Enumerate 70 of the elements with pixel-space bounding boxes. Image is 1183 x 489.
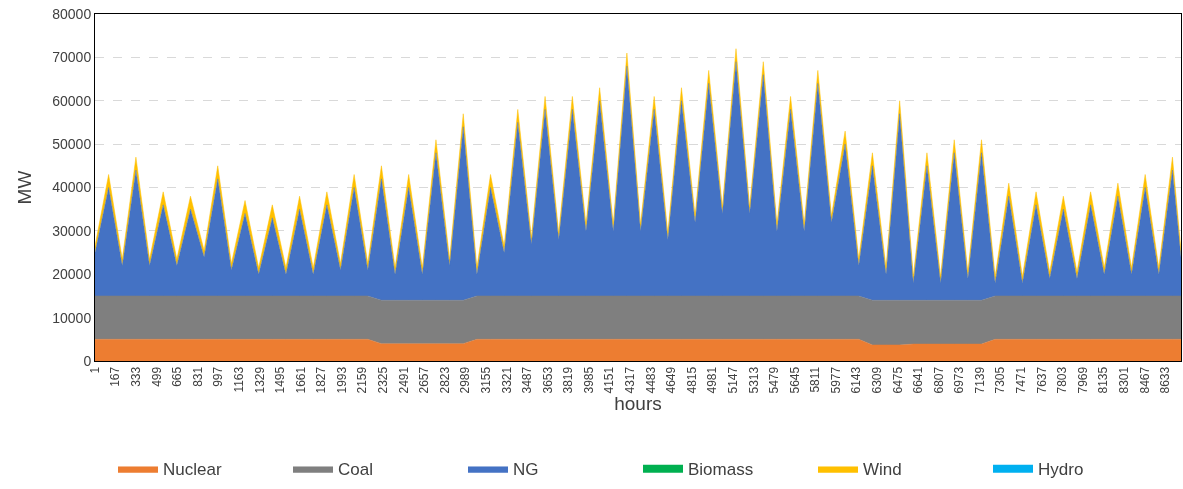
x-tick-label: 1661 bbox=[293, 366, 308, 394]
y-tick-label: 0 bbox=[83, 352, 92, 369]
x-tick-label: 5313 bbox=[746, 366, 761, 394]
x-tick-label: 167 bbox=[108, 366, 123, 387]
x-tick-label: 831 bbox=[190, 366, 205, 387]
x-tick-label: 3653 bbox=[540, 366, 555, 394]
x-tick-label: 4151 bbox=[602, 366, 617, 394]
x-tick-label: 5147 bbox=[725, 366, 740, 394]
legend-label: Hydro bbox=[1038, 460, 1084, 480]
x-tick-label: 1329 bbox=[252, 366, 267, 394]
legend-label: Nuclear bbox=[163, 460, 222, 480]
x-tick-label: 4981 bbox=[705, 366, 720, 394]
legend-label: Coal bbox=[338, 460, 373, 480]
x-tick-label: 3321 bbox=[499, 366, 514, 394]
y-tick-label: 30000 bbox=[52, 222, 92, 239]
x-axis-title: hours bbox=[614, 393, 662, 415]
x-tick-label: 8467 bbox=[1137, 366, 1152, 394]
x-tick-label: 1993 bbox=[334, 366, 349, 394]
x-tick-label: 6807 bbox=[931, 366, 946, 394]
x-tick-label: 5645 bbox=[787, 366, 802, 394]
y-axis-title: MW bbox=[14, 170, 36, 205]
x-tick-label: 7637 bbox=[1034, 366, 1049, 394]
x-tick-label: 333 bbox=[129, 366, 144, 387]
x-tick-label: 7471 bbox=[1014, 366, 1029, 394]
x-tick-label: 4483 bbox=[643, 366, 658, 394]
x-tick-label: 4649 bbox=[664, 366, 679, 394]
x-tick-label: 7803 bbox=[1055, 366, 1070, 394]
x-tick-label: 2491 bbox=[396, 366, 411, 394]
x-tick-label: 2325 bbox=[376, 366, 391, 394]
x-tick-label: 7139 bbox=[972, 366, 987, 394]
x-tick-label: 6309 bbox=[870, 366, 885, 394]
x-tick-label: 6641 bbox=[911, 366, 926, 394]
x-tick-label: 2159 bbox=[355, 366, 370, 394]
x-tick-label: 5811 bbox=[808, 366, 823, 393]
x-tick-label: 8135 bbox=[1096, 366, 1111, 394]
x-tick-label: 2989 bbox=[458, 366, 473, 394]
x-tick-label: 8301 bbox=[1116, 366, 1131, 394]
x-tick-label: 8633 bbox=[1158, 366, 1173, 394]
x-tick-label: 6475 bbox=[890, 366, 905, 394]
y-tick-label: 50000 bbox=[52, 136, 92, 153]
y-tick-label: 20000 bbox=[52, 266, 92, 283]
y-tick-label: 60000 bbox=[52, 92, 92, 109]
x-tick-label: 6973 bbox=[952, 366, 967, 394]
y-tick-label: 80000 bbox=[52, 5, 92, 22]
x-tick-label: 1827 bbox=[314, 366, 329, 394]
x-tick-label: 5977 bbox=[828, 366, 843, 394]
x-tick-label: 4317 bbox=[623, 366, 638, 394]
y-tick-label: 10000 bbox=[52, 309, 92, 326]
y-tick-label: 70000 bbox=[52, 49, 92, 66]
x-tick-label: 4815 bbox=[684, 366, 699, 394]
x-tick-label: 5479 bbox=[767, 366, 782, 394]
x-tick-label: 6143 bbox=[849, 366, 864, 394]
x-tick-label: 1 bbox=[87, 366, 102, 374]
x-tick-label: 997 bbox=[211, 366, 226, 387]
legend-label: Wind bbox=[863, 460, 902, 480]
x-tick-label: 1495 bbox=[273, 366, 288, 394]
x-tick-label: 3985 bbox=[581, 366, 596, 394]
x-tick-label: 2657 bbox=[417, 366, 432, 394]
x-tick-label: 499 bbox=[149, 366, 164, 387]
x-tick-label: 665 bbox=[170, 366, 185, 387]
x-tick-label: 7305 bbox=[993, 366, 1008, 394]
legend-label: Biomass bbox=[688, 460, 754, 480]
y-tick-label: 40000 bbox=[52, 179, 92, 196]
legend-label: NG bbox=[513, 460, 539, 480]
x-tick-label: 7969 bbox=[1075, 366, 1090, 394]
x-tick-label: 1163 bbox=[231, 366, 246, 393]
x-tick-label: 3819 bbox=[561, 366, 576, 394]
x-tick-label: 3487 bbox=[520, 366, 535, 394]
x-tick-label: 3155 bbox=[478, 366, 493, 394]
x-tick-label: 2823 bbox=[437, 366, 452, 394]
